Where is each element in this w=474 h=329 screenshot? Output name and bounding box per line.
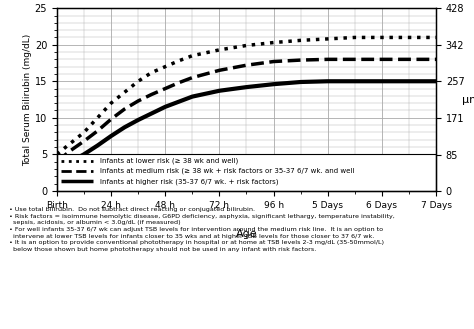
Text: Infants at lower risk (≥ 38 wk and well): Infants at lower risk (≥ 38 wk and well)	[100, 158, 238, 164]
Y-axis label: μmol/L: μmol/L	[462, 94, 474, 105]
FancyBboxPatch shape	[57, 154, 436, 191]
X-axis label: Age: Age	[236, 229, 257, 239]
Y-axis label: Total Serum Bilirubin (mg/dL): Total Serum Bilirubin (mg/dL)	[23, 34, 32, 165]
Text: • Use total bilirubin.  Do not subtract direct reacting or conjugated bilirubin.: • Use total bilirubin. Do not subtract d…	[9, 207, 395, 252]
Text: Infants at medium risk (≥ 38 wk + risk factors or 35-37 6/7 wk. and well: Infants at medium risk (≥ 38 wk + risk f…	[100, 168, 354, 174]
Text: Infants at higher risk (35-37 6/7 wk. + risk factors): Infants at higher risk (35-37 6/7 wk. + …	[100, 178, 278, 185]
